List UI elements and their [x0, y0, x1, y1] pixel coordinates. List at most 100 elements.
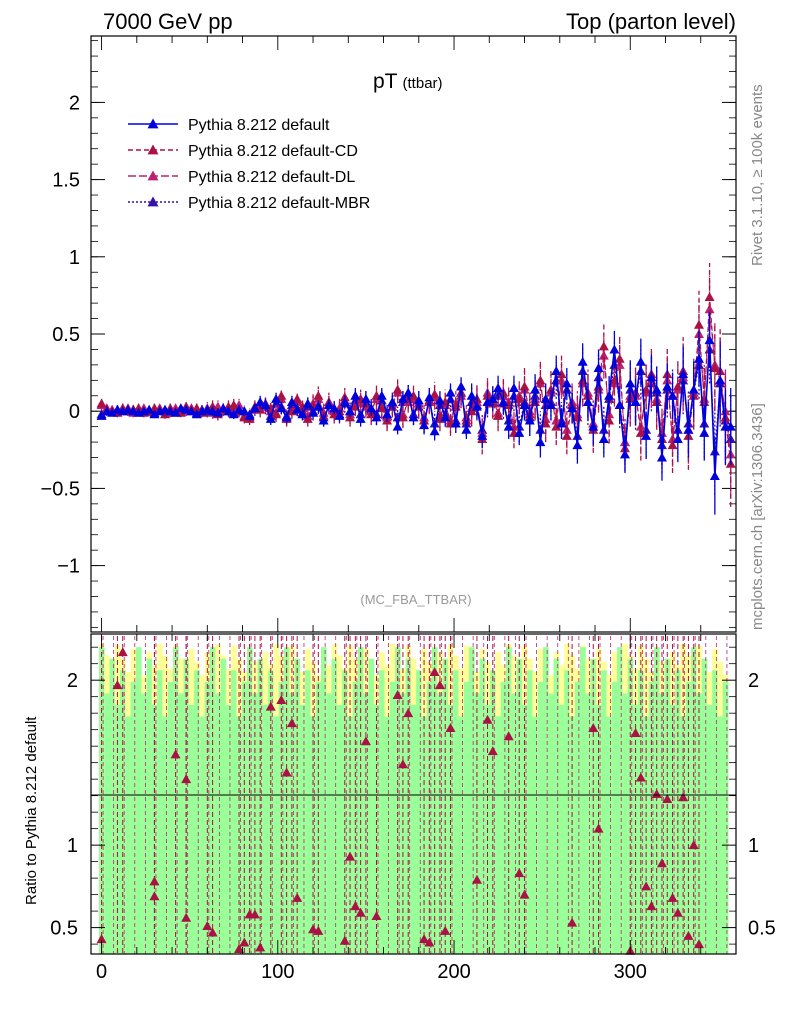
data-point	[572, 412, 583, 422]
uncertainty-band-inner	[548, 693, 555, 954]
data-point	[556, 369, 567, 379]
uncertainty-band-inner	[146, 658, 153, 954]
series-line	[101, 296, 732, 464]
ratio-point	[662, 793, 673, 803]
main-series	[96, 262, 736, 515]
data-point	[646, 372, 657, 382]
data-point	[281, 412, 292, 422]
data-point	[408, 412, 419, 422]
data-point	[286, 396, 297, 406]
ratio-point	[635, 772, 646, 782]
uncertainty-band-inner	[278, 681, 285, 954]
data-point	[228, 409, 239, 419]
legend-marker	[147, 196, 159, 207]
ratio-point	[429, 666, 440, 676]
data-point	[376, 403, 387, 413]
uncertainty-band-inner	[426, 681, 433, 954]
uncertainty-band-inner	[236, 716, 243, 954]
uncertainty-band-inner	[421, 716, 428, 954]
data-point	[693, 319, 704, 329]
ratio-ytick-label: 1	[67, 835, 78, 857]
ratio-point	[567, 917, 578, 927]
data-point	[519, 381, 530, 391]
data-point	[688, 384, 699, 394]
ratio-point	[693, 939, 704, 949]
data-point	[561, 378, 572, 388]
data-point	[371, 412, 382, 422]
data-point	[419, 420, 430, 430]
data-point	[635, 427, 646, 437]
data-point	[429, 426, 440, 436]
uncertainty-band-inner	[453, 670, 459, 954]
ratio-point	[471, 874, 482, 884]
uncertainty-band-inner	[141, 693, 147, 954]
data-point	[709, 362, 720, 372]
uncertainty-band-inner	[543, 647, 549, 954]
data-point	[350, 390, 361, 400]
data-point	[551, 421, 562, 431]
uncertainty-band-inner	[352, 681, 359, 954]
data-point	[413, 395, 424, 405]
ratio-bands	[98, 644, 729, 954]
data-point	[191, 403, 202, 413]
data-point	[308, 407, 319, 417]
uncertainty-band-inner	[262, 704, 269, 954]
uncertainty-band-inner	[527, 670, 533, 954]
xtick-label: 200	[437, 961, 470, 983]
uncertainty-band-inner	[712, 670, 718, 954]
data-point	[514, 393, 525, 403]
data-point	[345, 406, 356, 416]
data-point	[461, 424, 472, 434]
ratio-point	[149, 891, 160, 901]
uncertainty-band-inner	[199, 716, 206, 954]
uncertainty-band-inner	[558, 704, 565, 954]
data-point	[355, 413, 366, 423]
uncertainty-band-inner	[553, 658, 560, 954]
uncertainty-band-inner	[717, 716, 724, 954]
ratio-point	[424, 937, 435, 947]
uncertainty-band-inner	[215, 693, 221, 954]
uncertainty-band-inner	[320, 647, 327, 954]
data-point	[598, 433, 609, 443]
ratio-point	[392, 690, 403, 700]
data-point	[376, 390, 387, 400]
uncertainty-band-inner	[569, 716, 576, 954]
data-point	[693, 353, 704, 363]
main-ytick-label: 1	[69, 247, 80, 269]
uncertainty-band-inner	[204, 681, 211, 954]
ratio-point	[350, 901, 361, 911]
data-point	[265, 413, 276, 423]
main-ytick-label: −1	[57, 556, 80, 578]
uncertainty-band-inner	[104, 693, 110, 954]
xtick-labels: 0 100 200 300	[96, 961, 647, 983]
data-point	[662, 381, 673, 391]
ratio-point	[593, 823, 604, 833]
data-point	[715, 375, 726, 385]
uncertainty-band-inner	[299, 704, 306, 954]
ratio-point	[683, 930, 694, 940]
data-point	[249, 403, 260, 413]
uncertainty-band-inner	[194, 670, 200, 954]
main-ytick-label: 0.5	[52, 324, 80, 346]
data-point	[561, 430, 572, 440]
data-point	[635, 356, 646, 366]
data-point	[397, 412, 408, 422]
data-point	[334, 410, 345, 420]
data-point	[255, 396, 266, 406]
legend: Pythia 8.212 default Pythia 8.212 default…	[128, 117, 370, 212]
ratio-point	[672, 907, 683, 917]
uncertainty-band-inner	[231, 670, 237, 954]
uncertainty-band-inner	[611, 681, 618, 954]
data-point	[667, 390, 678, 400]
ratio-point	[360, 736, 371, 746]
data-point	[212, 407, 223, 417]
series-line	[101, 309, 732, 455]
uncertainty-band-inner	[685, 681, 692, 954]
data-point	[619, 449, 630, 459]
uncertainty-band-inner	[574, 681, 581, 954]
uncertainty-band-inner	[310, 716, 317, 954]
ratio-point	[265, 701, 276, 711]
main-ytick-label: −0.5	[41, 478, 80, 500]
ratio-ytick-labels: 0.5 0.5 1 1 2 2	[50, 670, 776, 939]
uncertainty-band-inner	[500, 681, 507, 954]
